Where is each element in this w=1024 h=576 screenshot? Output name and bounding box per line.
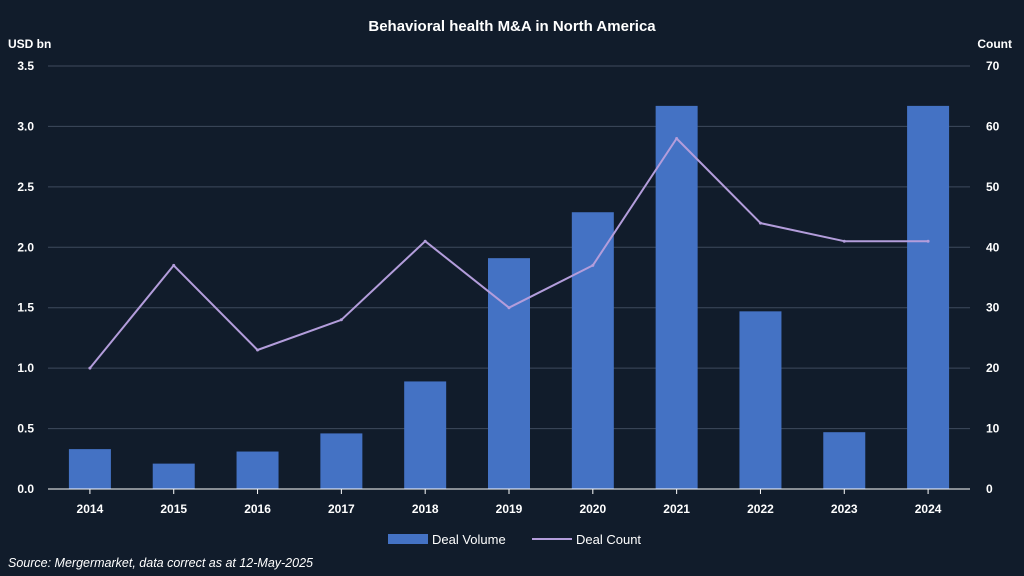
bar xyxy=(404,381,447,489)
x-tick-label: 2019 xyxy=(496,502,523,516)
legend-label-deal-volume: Deal Volume xyxy=(432,532,506,547)
x-tick-label: 2015 xyxy=(160,502,187,516)
left-tick-label: 0.0 xyxy=(17,482,34,496)
bar xyxy=(907,105,950,489)
left-tick-label: 3.0 xyxy=(17,119,34,133)
right-tick-label: 60 xyxy=(986,119,1000,133)
x-tick-label: 2021 xyxy=(663,502,690,516)
deal-count-point xyxy=(675,137,679,141)
deal-count-point xyxy=(88,366,92,370)
x-tick-label: 2024 xyxy=(915,502,942,516)
right-tick-label: 10 xyxy=(986,422,1000,436)
bar xyxy=(68,449,111,489)
deal-count-point xyxy=(423,239,427,243)
deal-count-point xyxy=(172,263,176,267)
left-tick-label: 2.0 xyxy=(17,240,34,254)
right-tick-label: 40 xyxy=(986,240,1000,254)
deal-count-point xyxy=(256,348,260,352)
right-tick-label: 30 xyxy=(986,301,1000,315)
deal-count-point xyxy=(926,239,930,243)
left-tick-label: 0.5 xyxy=(17,422,34,436)
deal-count-point xyxy=(591,263,595,267)
right-tick-label: 70 xyxy=(986,59,1000,73)
bar xyxy=(571,212,614,490)
axes: 0.0 0.5 1.0 1.5 2.0 2.5 3.0 3.5 0 10 20 30 40 50 60 70 2… xyxy=(17,59,999,516)
x-tick-label: 2020 xyxy=(579,502,606,516)
left-axis-label: USD bn xyxy=(8,37,51,51)
bar xyxy=(655,105,698,489)
right-tick-label: 20 xyxy=(986,361,1000,375)
legend-swatch-deal-volume xyxy=(388,534,428,544)
bar-series xyxy=(68,105,950,490)
x-tick-label: 2017 xyxy=(328,502,355,516)
right-tick-label: 50 xyxy=(986,180,1000,194)
left-tick-label: 3.5 xyxy=(17,59,34,73)
line-series xyxy=(88,137,930,370)
legend-label-deal-count: Deal Count xyxy=(576,532,641,547)
bar xyxy=(236,451,279,489)
deal-count-point xyxy=(507,306,511,310)
left-tick-label: 1.5 xyxy=(17,301,34,315)
source-note: Source: Mergermarket, data correct as at… xyxy=(8,556,313,570)
x-tick-label: 2018 xyxy=(412,502,439,516)
deal-count-point xyxy=(842,239,846,243)
left-tick-label: 1.0 xyxy=(17,361,34,375)
x-tick-label: 2014 xyxy=(77,502,104,516)
left-tick-label: 2.5 xyxy=(17,180,34,194)
deal-count-point xyxy=(339,318,343,322)
deal-count-point xyxy=(758,221,762,225)
bar xyxy=(320,433,363,489)
legend: Deal Volume Deal Count xyxy=(388,532,641,547)
x-tick-label: 2023 xyxy=(831,502,858,516)
bar xyxy=(823,432,866,489)
x-tick-label: 2016 xyxy=(244,502,271,516)
x-tick-label: 2022 xyxy=(747,502,774,516)
bar xyxy=(152,463,195,489)
right-axis-label: Count xyxy=(977,37,1012,51)
bar xyxy=(488,258,530,489)
bar xyxy=(739,311,782,489)
chart-title: Behavioral health M&A in North America xyxy=(368,18,656,35)
right-tick-label: 0 xyxy=(986,482,993,496)
